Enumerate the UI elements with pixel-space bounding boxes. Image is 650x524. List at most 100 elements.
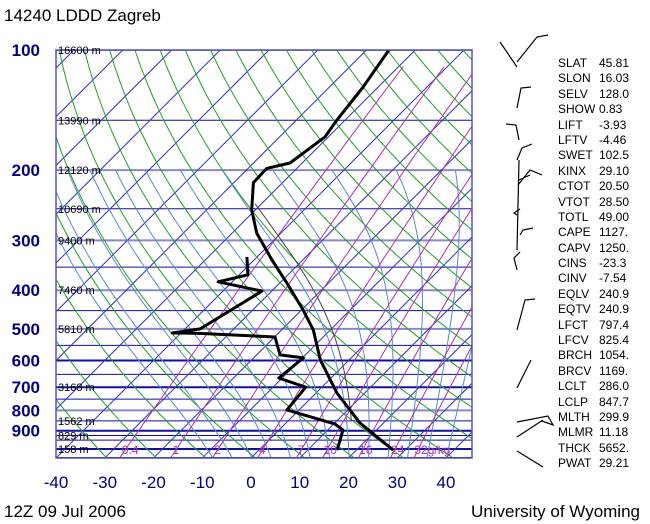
stat-value: 16.03 <box>599 71 630 86</box>
dry-adiabat-line <box>311 50 472 231</box>
isotherm-line <box>251 236 472 458</box>
pressure-tick-label: 200 <box>12 161 40 180</box>
moist-adiabat-line <box>446 343 472 458</box>
stat-row: LFCT 797.4 <box>558 318 629 333</box>
temperature-tick-label: 0 <box>246 473 255 492</box>
mixing-ratio-label: 2 <box>214 443 221 457</box>
stat-value: 128.0 <box>599 86 630 101</box>
temperature-tick-label: -30 <box>92 473 117 492</box>
stat-row: PWAT 29.21 <box>558 456 629 471</box>
stat-row: CINV -7.54 <box>558 271 629 286</box>
dry-adiabat-line <box>210 50 472 348</box>
dry-adiabat-line <box>56 135 305 458</box>
temperature-tick-label: -10 <box>190 473 215 492</box>
stat-key: LIFT <box>558 117 583 132</box>
mixing-ratio-line <box>170 66 445 458</box>
stat-row: BRCV 1169. <box>558 364 629 379</box>
stat-row: LFTV -4.46 <box>558 133 629 148</box>
mixing-ratio-label: 10 <box>324 443 338 457</box>
isotherm-line <box>202 187 472 458</box>
dry-adiabat-line <box>159 50 472 409</box>
pressure-tick-label: 900 <box>12 422 40 441</box>
isotherm-line <box>56 50 319 313</box>
wind-barb <box>518 174 531 181</box>
pressure-tick-label: 100 <box>12 41 40 60</box>
isotherm-line <box>56 50 221 215</box>
stat-row: KINX 29.10 <box>558 164 629 179</box>
stat-value: -7.54 <box>599 271 627 286</box>
pressure-tick-label: 300 <box>12 231 40 250</box>
stat-value: 102.5 <box>599 148 630 163</box>
stat-value: 797.4 <box>599 317 630 332</box>
stat-key: LCLT <box>558 379 587 394</box>
wind-barb <box>519 227 534 236</box>
stat-key: KINX <box>558 163 587 178</box>
wind-barb <box>517 169 543 186</box>
stat-key: VTOT <box>558 194 590 209</box>
stat-value: 1250. <box>599 240 630 255</box>
stat-value: 286.0 <box>599 379 630 394</box>
mixing-ratio-line <box>322 207 472 458</box>
wind-barb <box>516 419 544 438</box>
wind-barb <box>512 208 521 216</box>
stat-key: CAPV <box>558 240 591 255</box>
mixing-ratio-line <box>413 344 472 458</box>
isotherm-line <box>153 138 472 458</box>
height-label: 1562 m <box>58 416 95 428</box>
wind-barb <box>516 359 532 389</box>
stat-row: SELV 128.0 <box>558 87 629 102</box>
stat-key: CAPE <box>558 225 591 240</box>
isotherm-line <box>56 50 465 458</box>
plot-frame <box>55 49 473 459</box>
stat-key: MLTH <box>558 409 590 424</box>
moist-adiabat-line <box>115 169 291 458</box>
dry-adiabat-line <box>235 50 472 318</box>
dry-adiabat-line <box>285 50 472 260</box>
dry-adiabat-line <box>56 278 206 458</box>
stat-row: SLAT 45.81 <box>558 56 629 71</box>
isotherm-line <box>56 50 367 362</box>
stat-row: EQTV 240.9 <box>558 302 629 317</box>
stat-value: 1127. <box>599 225 629 240</box>
temperature-tick-label: 40 <box>437 473 456 492</box>
stat-value: 20.50 <box>599 179 630 194</box>
stat-row: CAPE 1127. <box>558 225 629 240</box>
wind-barb <box>499 41 518 68</box>
stat-key: SHOW <box>558 102 596 117</box>
stat-row: THCK 5652. <box>558 441 629 456</box>
stat-key: LFTV <box>558 132 588 147</box>
stat-row: EQLV 240.9 <box>558 287 629 302</box>
moist-adiabat-line <box>179 169 330 458</box>
mixing-ratio-line <box>257 125 472 458</box>
moist-adiabat-line <box>67 169 252 458</box>
stat-key: LCLP <box>558 394 589 409</box>
height-label: 16600 m <box>58 45 101 57</box>
dry-adiabat-line <box>184 50 472 378</box>
stat-key: EQLV <box>558 286 590 301</box>
source-credit: University of Wyoming <box>471 502 640 521</box>
stat-key: MLMR <box>558 425 594 440</box>
moist-adiabat-line <box>56 232 213 458</box>
stat-row: CTOT 20.50 <box>558 179 629 194</box>
dewpoint-trace <box>170 256 345 451</box>
moist-adiabat-line <box>89 169 272 458</box>
stat-value: -23.3 <box>599 256 627 271</box>
stat-key: SLON <box>558 71 591 86</box>
stat-value: -3.93 <box>599 117 627 132</box>
stat-key: EQTV <box>558 302 591 317</box>
stat-row: LIFT -3.93 <box>558 118 629 133</box>
station-title: 14240 LDDD Zagreb <box>4 6 161 25</box>
stat-row: SWET 102.5 <box>558 148 629 163</box>
stat-row: BRCH 1054. <box>558 348 629 363</box>
stat-key: CINS <box>558 256 587 271</box>
height-label: 5810 m <box>58 324 95 336</box>
stability-indices-table: SLAT 45.81 SLON 16.03 SELV 128.0 SHOW 0.83 LIFT -… <box>558 56 629 472</box>
mixing-ratio-label: 16 <box>359 443 373 457</box>
stat-key: LFCT <box>558 317 588 332</box>
mixing-ratio-label: 7 <box>298 443 305 457</box>
wind-barb <box>516 86 532 109</box>
moist-adiabat-line <box>331 169 394 458</box>
mixing-ratio-line <box>390 306 472 458</box>
